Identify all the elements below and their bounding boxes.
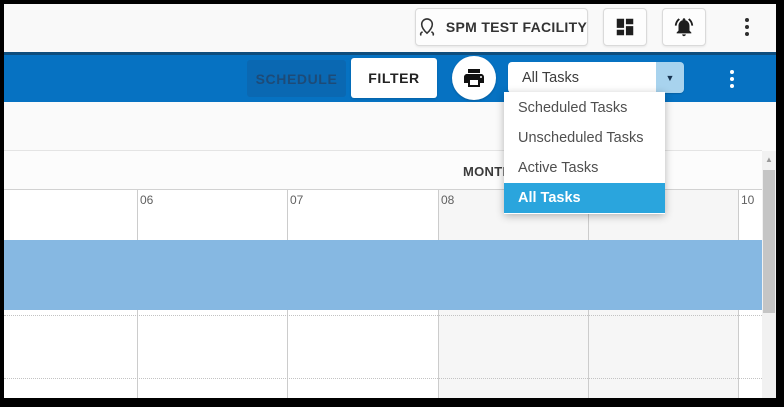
app-window: SPM TEST FACILITY SCHEDULE FILTER	[4, 4, 776, 398]
topbar-overflow-menu-button[interactable]	[735, 8, 759, 46]
kebab-icon	[730, 69, 734, 74]
bell-icon	[673, 16, 695, 38]
task-filter-value: All Tasks	[508, 62, 656, 93]
row-divider	[4, 378, 762, 379]
top-bar: SPM TEST FACILITY	[4, 4, 776, 52]
menu-item-unscheduled-tasks[interactable]: Unscheduled Tasks	[518, 130, 644, 146]
notifications-button[interactable]	[662, 8, 706, 46]
location-pin-icon	[416, 16, 438, 38]
toolbar-overflow-menu-button[interactable]	[720, 60, 744, 97]
facility-selector-button[interactable]: SPM TEST FACILITY	[415, 8, 588, 46]
event-band[interactable]	[4, 240, 762, 310]
calendar-view-label: MONTH	[463, 164, 513, 179]
printer-icon	[462, 66, 486, 90]
calendar-grid: 06 07 08 09 10	[4, 190, 762, 398]
menu-item-active-tasks[interactable]: Active Tasks	[518, 160, 599, 176]
schedule-tab-button[interactable]: SCHEDULE	[247, 60, 346, 97]
day-number-label: 07	[290, 193, 304, 207]
day-number-label: 10	[741, 193, 755, 207]
kebab-icon	[745, 18, 749, 22]
print-button[interactable]	[452, 56, 496, 100]
dashboard-button[interactable]	[603, 8, 647, 46]
filter-button[interactable]: FILTER	[351, 58, 437, 98]
scrollbar-thumb[interactable]	[763, 170, 775, 313]
task-filter-select[interactable]: All Tasks ▼	[508, 62, 684, 93]
day-number-label: 06	[140, 193, 154, 207]
task-filter-dropdown-menu: Scheduled Tasks Unscheduled Tasks Active…	[504, 92, 665, 214]
menu-item-scheduled-tasks[interactable]: Scheduled Tasks	[518, 100, 628, 116]
day-number-label: 08	[441, 193, 455, 207]
vertical-scrollbar[interactable]: ▲	[762, 151, 776, 398]
row-divider	[4, 315, 762, 316]
toolbar-top-edge	[4, 52, 776, 55]
dashboard-icon	[614, 16, 636, 38]
facility-name-label: SPM TEST FACILITY	[445, 19, 588, 35]
menu-item-all-tasks[interactable]: All Tasks	[504, 183, 665, 213]
scroll-up-arrow-icon[interactable]: ▲	[765, 154, 773, 164]
chevron-down-icon[interactable]: ▼	[656, 62, 684, 93]
